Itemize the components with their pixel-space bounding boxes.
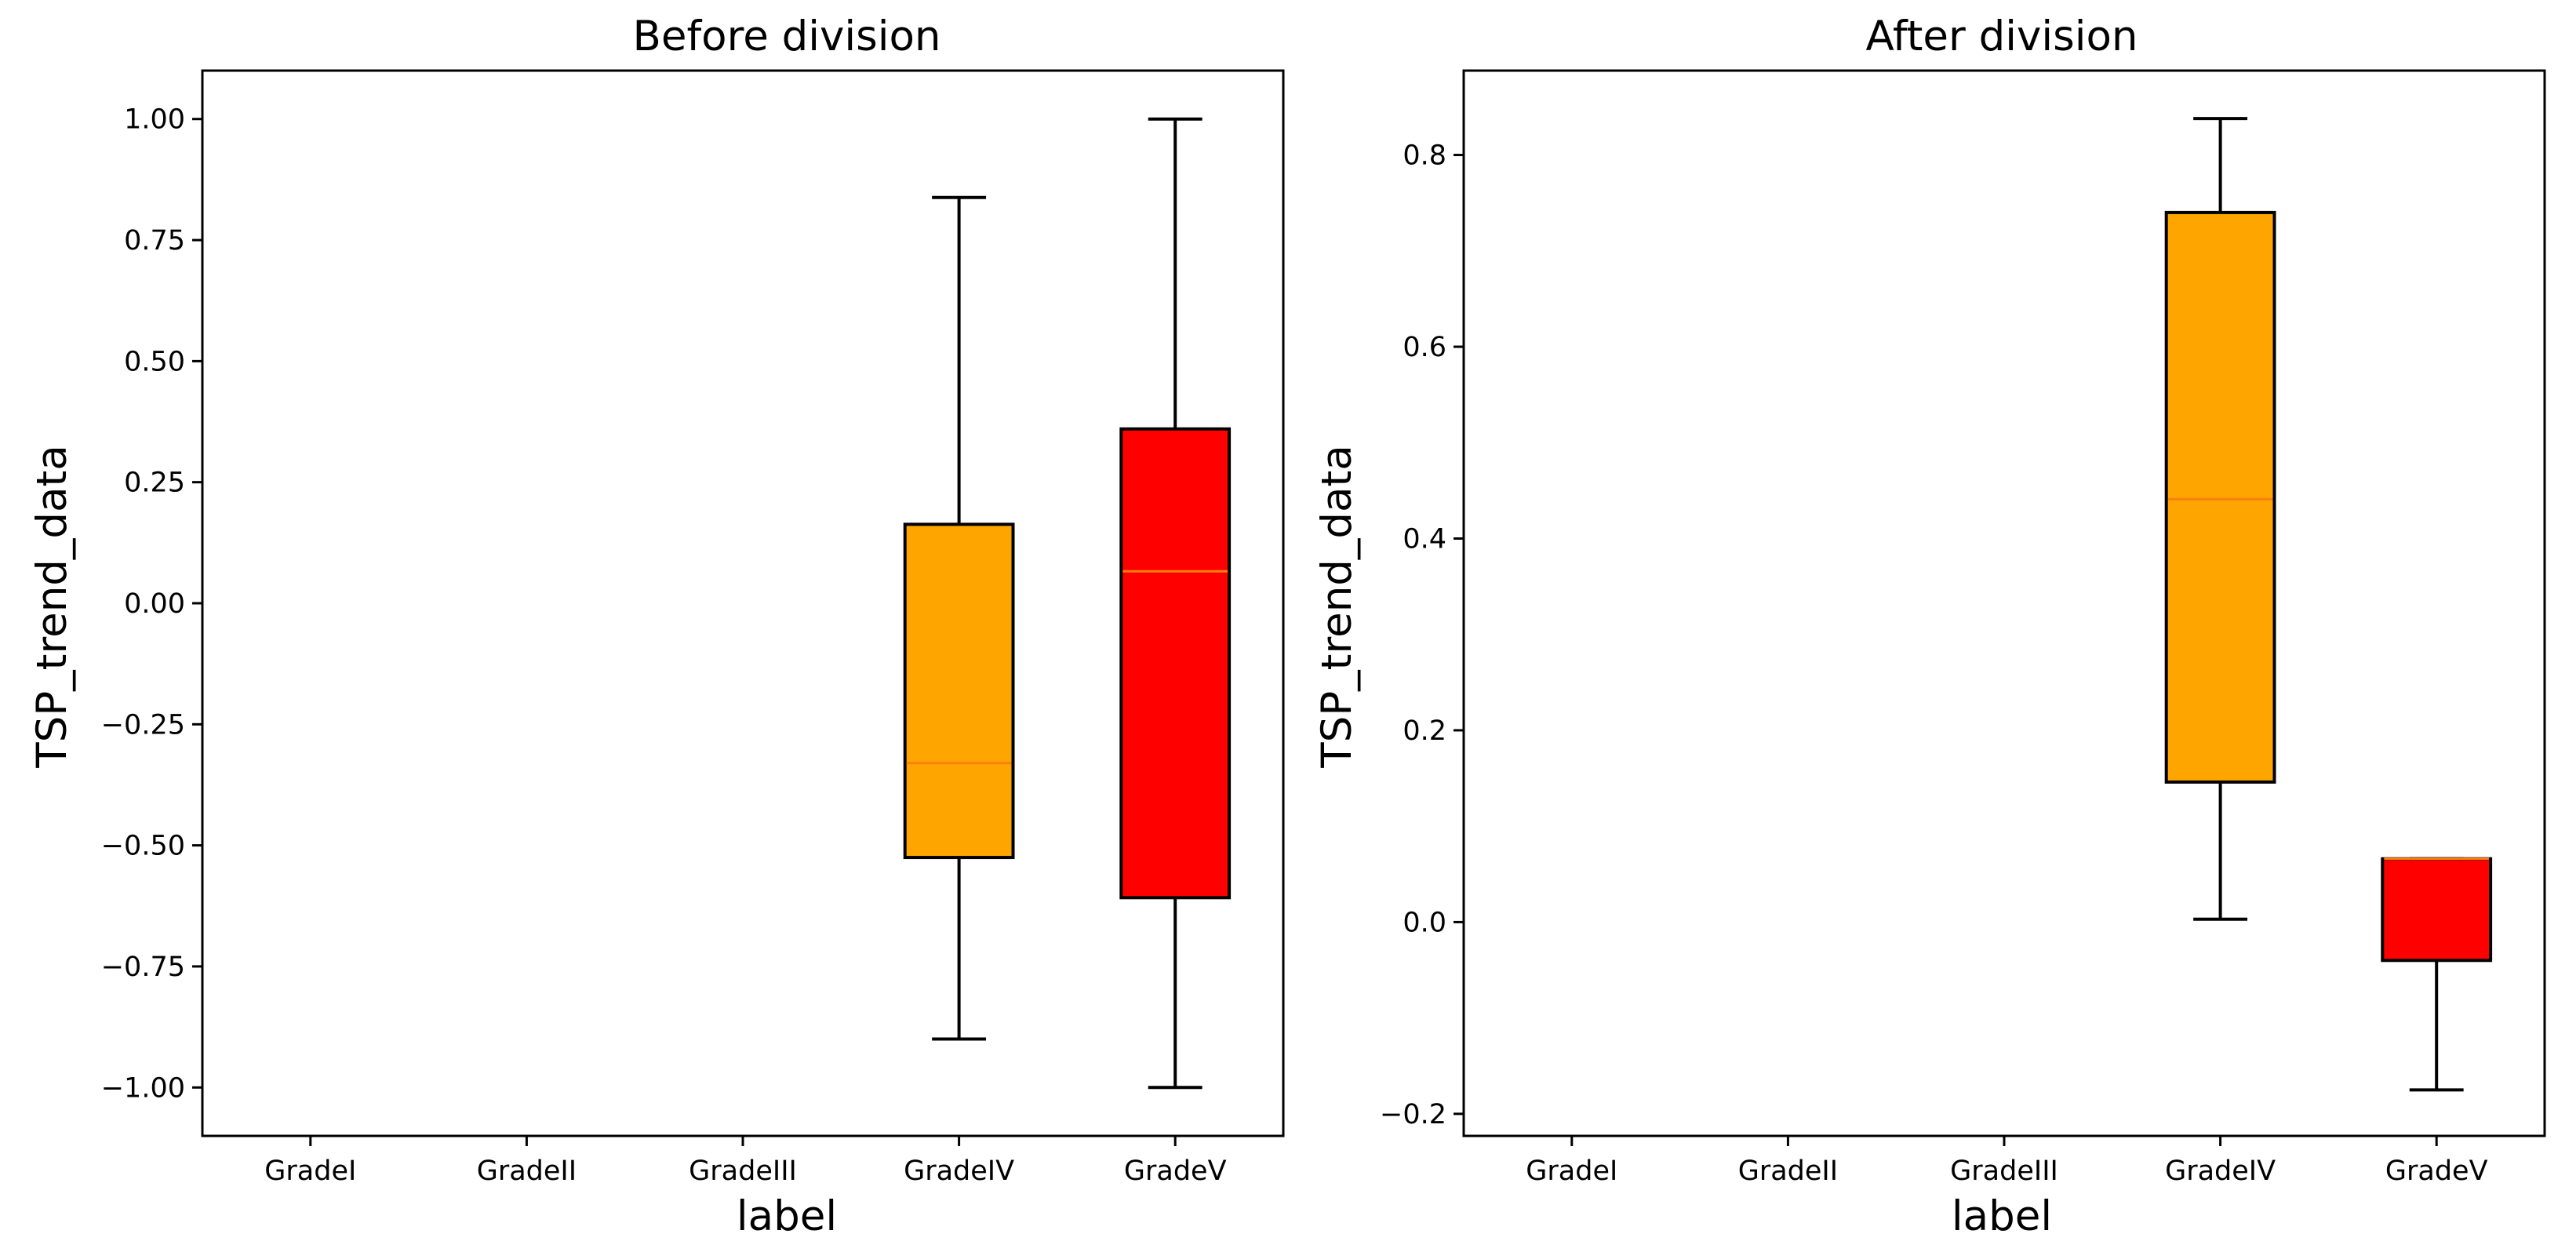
- y-axis-label: TSP_trend_data: [1313, 445, 1361, 769]
- x-axis-label: label: [737, 1192, 837, 1240]
- before-division-panel: Before division 1.00 0.75 0.50 0.25 0.00 −0.2…: [28, 13, 1285, 1240]
- box-gradev: [2381, 857, 2493, 1092]
- y-tick-label: 0.00: [124, 588, 185, 620]
- y-tick-label: −0.75: [101, 952, 185, 983]
- y-tick-label: −0.2: [1380, 1099, 1446, 1130]
- y-tick-label: −0.50: [101, 831, 185, 862]
- chart-title: Before division: [633, 13, 941, 60]
- box-body: [903, 522, 1015, 860]
- x-tick-label: GradeIV: [2165, 1156, 2276, 1187]
- after-division-panel: After division 0.8 0.6 0.4 0.2 0.0 −0.2 GradeI…: [1313, 13, 2546, 1240]
- y-tick-label: −1.00: [101, 1072, 185, 1104]
- x-tick-label: GradeII: [477, 1156, 577, 1187]
- box-body: [1119, 427, 1232, 900]
- y-tick-label: 0.75: [124, 225, 185, 257]
- x-tick-label: GradeI: [1526, 1156, 1617, 1187]
- x-tick-label: GradeI: [264, 1156, 356, 1187]
- plot-area: 0.8 0.6 0.4 0.2 0.0 −0.2 GradeI GradeII GradeIII…: [1380, 69, 2546, 1187]
- y-tick-label: 0.4: [1403, 523, 1446, 555]
- box-body: [2381, 857, 2493, 963]
- y-tick-label: 0.2: [1403, 715, 1446, 747]
- x-tick-label: GradeIII: [1950, 1156, 2058, 1187]
- box-gradeiv: [903, 195, 1015, 1041]
- y-axis-label: TSP_trend_data: [28, 445, 76, 769]
- axes-frame: [1462, 69, 2546, 1137]
- y-tick-label: 0.6: [1403, 332, 1446, 363]
- box-gradev: [1119, 117, 1232, 1090]
- axes-frame: [201, 69, 1285, 1137]
- plot-area: 1.00 0.75 0.50 0.25 0.00 −0.25 −0.50 −0.75 −1.00…: [101, 69, 1285, 1187]
- x-axis-label: label: [1952, 1192, 2052, 1240]
- y-tick-label: 0.8: [1403, 140, 1446, 172]
- box-gradeiv: [2164, 117, 2276, 921]
- y-tick-label: 0.25: [124, 468, 185, 499]
- x-tick-label: GradeIV: [904, 1156, 1014, 1187]
- y-tick-label: 1.00: [124, 104, 185, 136]
- box-body: [2164, 210, 2276, 784]
- x-tick-label: GradeII: [1738, 1156, 1838, 1187]
- chart-title: After division: [1866, 13, 2138, 60]
- y-tick-label: −0.25: [101, 709, 185, 741]
- x-tick-label: GradeV: [1124, 1156, 1227, 1187]
- y-tick-label: 0.0: [1403, 907, 1446, 938]
- x-tick-label: GradeIII: [689, 1156, 797, 1187]
- y-tick-label: 0.50: [124, 346, 185, 377]
- x-tick-label: GradeV: [2385, 1156, 2488, 1187]
